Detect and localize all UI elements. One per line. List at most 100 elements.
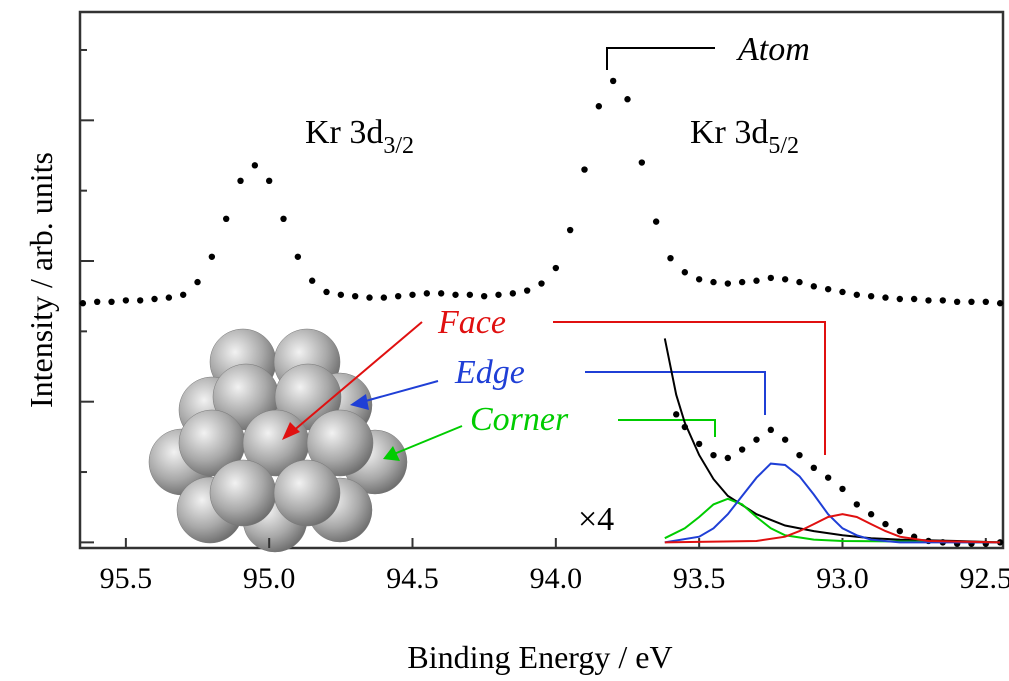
x-axis-label: Binding Energy / eV xyxy=(407,639,672,675)
data-point xyxy=(710,279,716,285)
fit-curve xyxy=(665,499,1000,543)
data-point xyxy=(553,265,559,271)
data-point xyxy=(768,427,774,433)
y-axis-label: Intensity / arb. units xyxy=(23,152,59,408)
data-point xyxy=(811,283,817,289)
data-point xyxy=(266,178,272,184)
data-point xyxy=(624,96,630,102)
cluster-illustration xyxy=(149,329,407,552)
data-point xyxy=(280,216,286,222)
data-point xyxy=(868,511,874,517)
data-point xyxy=(596,103,602,109)
data-point xyxy=(581,166,587,172)
data-point xyxy=(710,452,716,458)
data-point xyxy=(338,292,344,298)
data-point xyxy=(381,294,387,300)
data-point xyxy=(194,279,200,285)
data-point xyxy=(954,299,960,305)
edge-arrow xyxy=(362,381,438,402)
x-tick-label: 94.0 xyxy=(530,562,583,595)
annotation: Kr 3d5/2 xyxy=(690,114,799,159)
data-point xyxy=(796,452,802,458)
fit-curve xyxy=(665,338,1000,542)
data-point xyxy=(925,297,931,303)
data-point xyxy=(538,280,544,286)
data-point xyxy=(610,78,616,84)
data-point xyxy=(882,521,888,527)
data-point xyxy=(854,292,860,298)
data-point xyxy=(983,299,989,305)
annotation: Kr 3d xyxy=(690,114,768,151)
data-point xyxy=(839,486,845,492)
corner-arrow xyxy=(394,426,462,454)
annotation: Kr 3d3/2 xyxy=(305,114,414,159)
data-point xyxy=(940,297,946,303)
face-leader xyxy=(553,322,825,455)
annotation: Corner xyxy=(470,401,569,438)
data-point xyxy=(753,436,759,442)
x-tick-label: 95.5 xyxy=(100,562,153,595)
data-point xyxy=(725,280,731,286)
annotation: ×4 xyxy=(578,501,614,538)
data-point xyxy=(696,441,702,447)
data-point xyxy=(868,293,874,299)
annotation-subscript: 5/2 xyxy=(768,133,799,159)
atom-leader xyxy=(607,48,715,70)
data-point xyxy=(682,269,688,275)
x-tick-label: 93.5 xyxy=(673,562,726,595)
data-point xyxy=(323,289,329,295)
data-point xyxy=(80,300,86,306)
data-point xyxy=(997,300,1003,306)
data-point xyxy=(725,455,731,461)
data-point xyxy=(137,297,143,303)
x-tick-label: 93.0 xyxy=(816,562,869,595)
data-point xyxy=(295,254,301,260)
data-point xyxy=(209,254,215,260)
data-point xyxy=(524,287,530,293)
annotation-subscript: 3/2 xyxy=(383,133,414,159)
data-point xyxy=(911,296,917,302)
data-point xyxy=(237,178,243,184)
data-point xyxy=(639,159,645,165)
data-point xyxy=(166,294,172,300)
data-point xyxy=(223,216,229,222)
data-point xyxy=(438,290,444,296)
data-point xyxy=(796,279,802,285)
data-point xyxy=(753,278,759,284)
chart: Atom Kr 3d3/2 Kr 3d5/2 Face Edge Corner … xyxy=(0,0,1009,681)
data-point xyxy=(673,411,679,417)
x-tick-label: 92.5 xyxy=(960,562,1009,595)
data-point xyxy=(108,299,114,305)
data-point xyxy=(151,296,157,302)
data-point xyxy=(495,292,501,298)
data-point xyxy=(352,293,358,299)
data-point xyxy=(825,474,831,480)
data-point xyxy=(854,501,860,507)
data-point xyxy=(452,292,458,298)
data-point xyxy=(180,292,186,298)
annotation: Edge xyxy=(454,354,525,391)
data-point xyxy=(567,227,573,233)
data-point xyxy=(882,294,888,300)
data-point xyxy=(696,276,702,282)
data-point xyxy=(825,286,831,292)
data-point xyxy=(252,162,258,168)
annotation: Atom xyxy=(736,31,810,68)
x-tick-label: 94.5 xyxy=(386,562,439,595)
data-point xyxy=(94,299,100,305)
corner-leader xyxy=(618,420,715,437)
data-point xyxy=(366,294,372,300)
data-point xyxy=(782,436,788,442)
data-point xyxy=(739,279,745,285)
data-point xyxy=(467,292,473,298)
data-point xyxy=(510,290,516,296)
data-point xyxy=(897,296,903,302)
data-point xyxy=(123,297,129,303)
data-point xyxy=(739,446,745,452)
data-point xyxy=(968,299,974,305)
data-point xyxy=(667,255,673,261)
annotation: Kr 3d xyxy=(305,114,383,151)
data-point xyxy=(424,290,430,296)
data-point xyxy=(309,278,315,284)
data-point xyxy=(768,275,774,281)
